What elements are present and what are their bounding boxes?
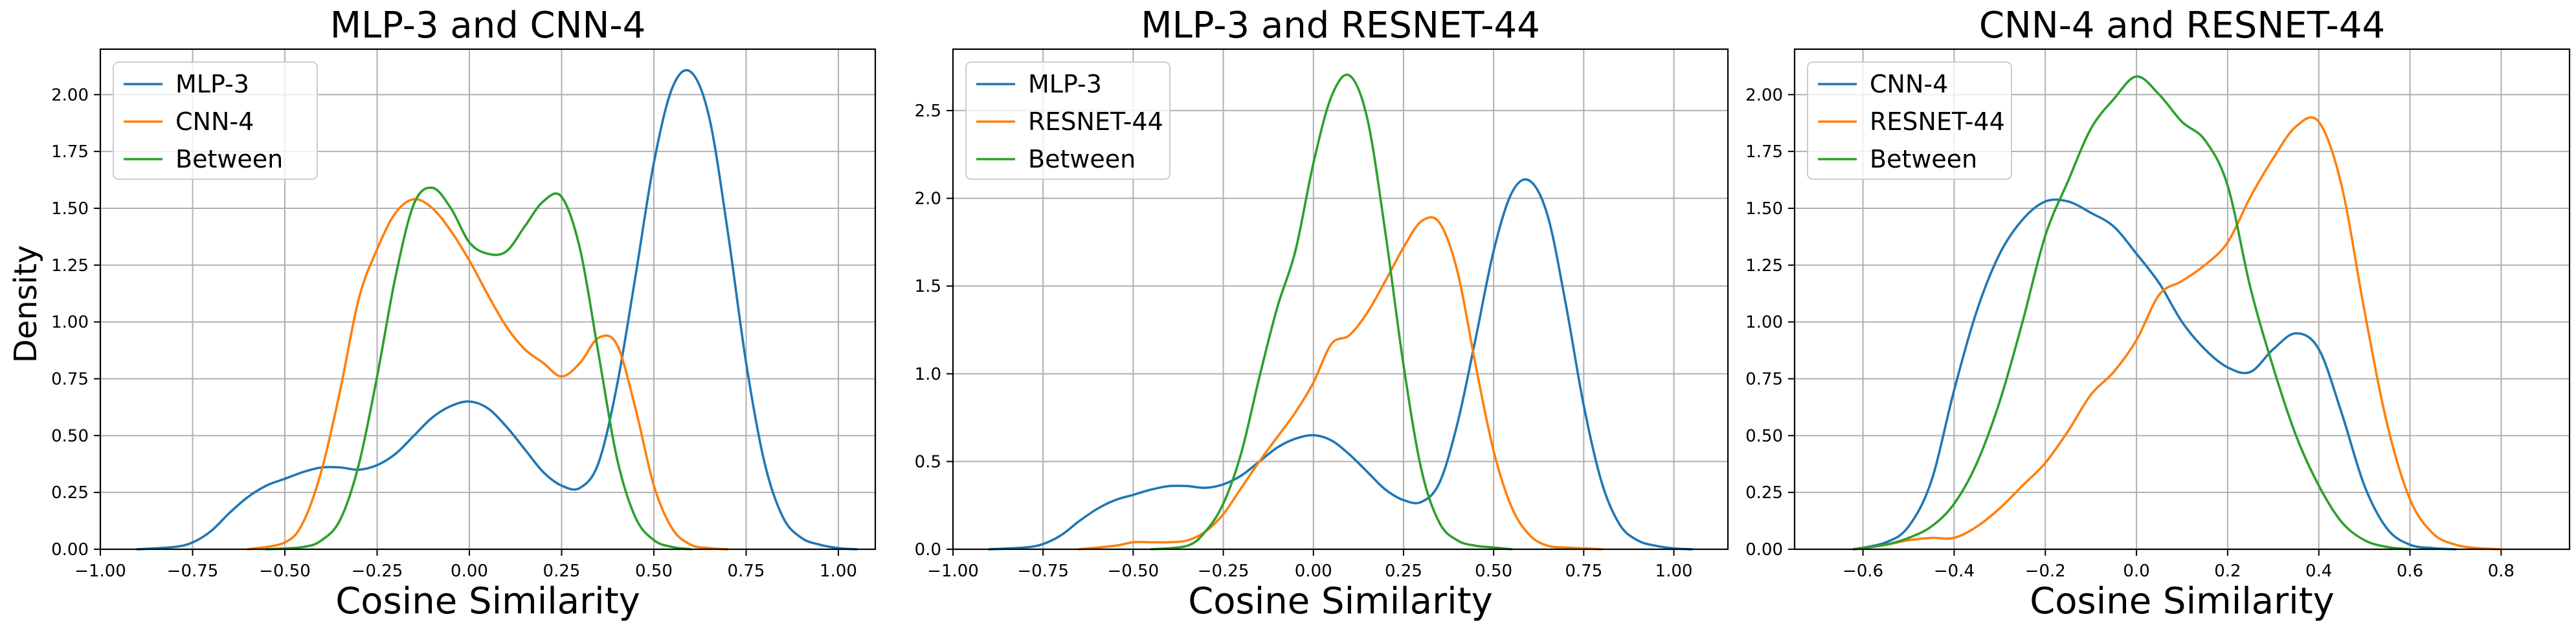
series-line-between	[1852, 75, 2412, 551]
y-tick-label: 1.50	[51, 199, 89, 219]
subplot-title: MLP-3 and RESNET-44	[1141, 5, 1540, 47]
x-tick-label: −1.00	[74, 562, 126, 581]
y-tick-label: 0.25	[51, 483, 89, 503]
y-tick-label: 2.00	[1745, 85, 1783, 105]
series-line-resnet-44	[1852, 116, 2503, 551]
x-axis-label: Cosine Similarity	[335, 580, 640, 622]
y-tick-label: 1.00	[51, 313, 89, 333]
x-tick-label: −1.00	[927, 562, 979, 581]
legend-label: Between	[175, 145, 283, 173]
legend-label: MLP-3	[1028, 70, 1102, 98]
series-line-between	[265, 186, 692, 551]
x-tick-label: 0.25	[543, 562, 581, 581]
y-tick-label: 0.75	[51, 369, 89, 389]
plot-frame	[1793, 48, 2571, 551]
y-tick-label: 1.25	[51, 256, 89, 276]
legend-label: Between	[1870, 145, 1977, 173]
legend: MLP-3 RESNET-44 Between	[965, 61, 1170, 180]
y-tick-label: 0.5	[915, 452, 941, 472]
y-tick-label: 0.50	[1745, 426, 1783, 446]
legend-label: RESNET-44	[1870, 107, 2005, 136]
subplot-1: −1.00 −0.75 −0.50 −0.25 0.00 0.25 0.50 0.75 1.00…	[51, 5, 877, 622]
legend-label: CNN-4	[175, 107, 254, 136]
y-tick-label: 0.50	[51, 426, 89, 446]
x-tick-label: −0.50	[259, 562, 311, 581]
x-tick-label: −0.50	[1108, 562, 1159, 581]
series-line-cnn-4	[1852, 198, 2457, 551]
y-tick-label: 1.5	[915, 277, 941, 296]
legend-label: Between	[1028, 145, 1136, 173]
x-tick-label: −0.2	[2025, 562, 2066, 581]
y-tick-label: 2.0	[915, 190, 941, 209]
subplot-title: CNN-4 and RESNET-44	[1979, 5, 2385, 47]
x-tick-label: 0.50	[635, 562, 673, 581]
x-tick-label: 0.4	[2305, 562, 2332, 581]
x-tick-label: 0.50	[1475, 562, 1512, 581]
legend-box	[1807, 61, 2012, 180]
x-tick-label: −0.75	[167, 562, 219, 581]
y-tick-label: 0.00	[1745, 540, 1783, 560]
y-tick-label: 1.25	[1745, 256, 1783, 276]
plot-frame	[952, 48, 1729, 551]
y-tick-label: 1.75	[51, 142, 89, 162]
x-tick-label: −0.6	[1842, 562, 1883, 581]
legend-label: CNN-4	[1870, 70, 1948, 98]
x-tick-label: −0.4	[1934, 562, 1975, 581]
y-tick-label: 0.00	[51, 540, 89, 560]
x-tick-label: 1.00	[1655, 562, 1693, 581]
y-tick-label: 2.5	[915, 102, 941, 121]
subplot-3: −0.6 −0.4 −0.2 0.0 0.2 0.4 0.6 0.8 0.00 0.25 0.50 0…	[1745, 5, 2571, 622]
legend: MLP-3 CNN-4 Between	[113, 61, 318, 180]
x-axis-label: Cosine Similarity	[1188, 580, 1493, 622]
figure-ylabel: Density	[8, 245, 44, 363]
y-tick-label: 1.75	[1745, 142, 1783, 162]
x-tick-label: 1.00	[820, 562, 857, 581]
x-tick-label: 0.75	[1565, 562, 1602, 581]
plot-frame	[99, 48, 877, 551]
legend-label: MLP-3	[175, 70, 249, 98]
legend-box	[113, 61, 318, 180]
y-tick-label: 0.25	[1745, 483, 1783, 503]
x-tick-label: 0.2	[2214, 562, 2241, 581]
legend-label: RESNET-44	[1028, 107, 1163, 136]
series-line-resnet-44	[1078, 216, 1603, 551]
x-tick-label: 0.0	[2123, 562, 2149, 581]
legend: CNN-4 RESNET-44 Between	[1807, 61, 2012, 180]
subplot-title: MLP-3 and CNN-4	[330, 5, 646, 47]
series-line-mlp-3	[987, 178, 1694, 551]
x-tick-label: 0.25	[1385, 562, 1422, 581]
x-axis-label: Cosine Similarity	[2030, 580, 2335, 622]
y-tick-label: 1.0	[915, 365, 941, 384]
y-tick-label: 1.50	[1745, 199, 1783, 219]
subplot-2: −1.00 −0.75 −0.50 −0.25 0.00 0.25 0.50 0.75 1.00…	[915, 5, 1729, 622]
y-tick-label: 0.0	[915, 540, 941, 560]
x-tick-label: 0.00	[1295, 562, 1332, 581]
x-tick-label: 0.75	[728, 562, 765, 581]
x-tick-label: −0.75	[1017, 562, 1069, 581]
y-tick-label: 1.00	[1745, 313, 1783, 333]
legend-box	[965, 61, 1170, 180]
y-tick-label: 0.75	[1745, 369, 1783, 389]
x-tick-label: 0.6	[2397, 562, 2423, 581]
x-tick-label: −0.25	[352, 562, 403, 581]
x-tick-label: 0.8	[2488, 562, 2514, 581]
x-tick-label: −0.25	[1198, 562, 1249, 581]
series-line-cnn-4	[247, 198, 729, 551]
series-line-mlp-3	[136, 69, 858, 551]
y-tick-label: 2.00	[51, 85, 89, 105]
series-line-between	[1150, 73, 1513, 551]
x-tick-label: 0.00	[451, 562, 488, 581]
